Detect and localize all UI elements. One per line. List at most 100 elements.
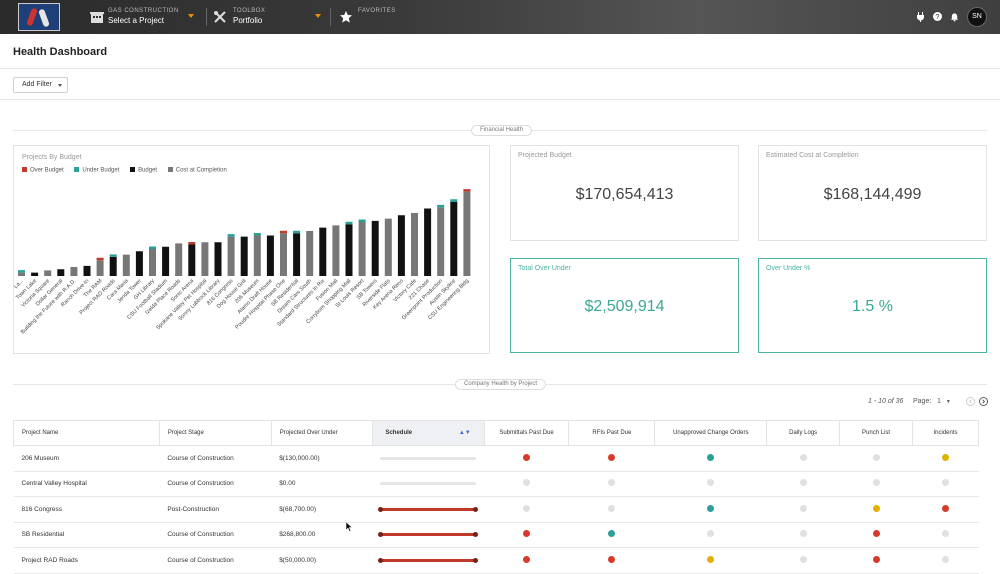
bar-16[interactable] [227,236,235,276]
help-icon[interactable]: ? [933,12,942,21]
bar-8[interactable] [122,254,130,276]
legend-under-budget[interactable]: Under Budget [74,167,119,174]
bar-9[interactable] [135,251,143,276]
bar-15[interactable] [214,242,222,276]
favorites-menu[interactable]: FAVORITES [336,0,406,34]
daily-logs-status-dot[interactable] [799,479,807,487]
bar-26[interactable] [358,222,366,276]
bar-27[interactable] [371,220,379,276]
bar-22[interactable] [306,231,314,276]
table-row[interactable]: SB Residential Course of Construction $268… [13,522,979,548]
bar-2[interactable] [44,270,52,276]
cell-project-name[interactable]: 816 Congress [13,496,160,523]
daily-logs-status-dot[interactable] [799,555,807,563]
bar-0[interactable] [18,272,25,276]
plug-icon[interactable] [916,12,925,22]
rfis-status-dot[interactable] [608,504,616,512]
rfis-status-dot[interactable] [608,453,616,461]
bar-3[interactable] [57,269,65,276]
bar-25[interactable] [345,224,353,276]
submittals-status-dot[interactable] [523,453,531,461]
submittals-status-dot[interactable] [523,530,531,538]
column-header-project-stage[interactable]: Project Stage [158,420,272,446]
toolbox-selector[interactable]: TOOLBOX Portfolio [210,0,326,34]
rfis-status-dot[interactable] [608,530,616,538]
cell-project-name[interactable]: SB Residential [13,522,160,548]
bar-31[interactable] [424,208,432,277]
punch-list-status-dot[interactable] [872,530,880,538]
daily-logs-status-dot[interactable] [799,530,807,538]
table-row[interactable]: 206 Museum Course of Construction $(130,00… [13,445,979,472]
company-logo[interactable] [18,3,60,31]
bar-12[interactable] [175,243,183,276]
column-header-incidents[interactable]: Incidents [912,420,979,446]
bar-10[interactable] [149,249,156,276]
bar-19[interactable] [266,235,274,277]
bar-30[interactable] [411,213,418,276]
column-header-punch-list[interactable]: Punch List [839,420,913,446]
punch-list-status-dot[interactable] [872,453,880,461]
submittals-status-dot[interactable] [523,555,531,563]
legend-over-budget[interactable]: Over Budget [22,167,64,174]
column-header-rfis[interactable]: RFIs Past Due [568,420,656,446]
punch-list-status-dot[interactable] [872,504,880,512]
incidents-status-dot[interactable] [942,555,949,563]
cell-project-name[interactable]: Central Valley Hospital [13,471,160,497]
rfis-status-dot[interactable] [608,479,616,487]
cell-project-name[interactable]: 206 Museum [13,445,160,472]
change-orders-status-dot[interactable] [707,530,715,538]
bar-13[interactable] [188,244,196,277]
punch-list-status-dot[interactable] [872,555,880,563]
column-header-projected-over-under[interactable]: Projected Over Under [270,420,373,446]
bar-7[interactable] [109,256,117,276]
next-page-icon[interactable] [979,397,988,406]
incidents-status-dot[interactable] [942,530,949,538]
page-select[interactable]: 1 ▼ [937,398,951,405]
table-row[interactable]: Central Valley Hospital Course of Constru… [13,471,979,497]
column-header-change-orders[interactable]: Unapproved Change Orders [654,420,768,446]
incidents-status-dot[interactable] [942,479,949,487]
bar-21[interactable] [293,233,301,276]
change-orders-status-dot[interactable] [707,453,715,461]
bar-33[interactable] [450,201,458,276]
bar-1[interactable] [31,272,39,276]
column-header-project-name[interactable]: Project Name [13,420,160,446]
daily-logs-status-dot[interactable] [799,453,807,461]
sort-icon[interactable]: ▲▼ [458,430,471,436]
change-orders-status-dot[interactable] [707,479,715,487]
bar-24[interactable] [332,225,340,276]
daily-logs-status-dot[interactable] [799,504,807,512]
legend-budget[interactable]: Budget [130,167,157,174]
bar-28[interactable] [384,218,392,276]
column-header-daily-logs[interactable]: Daily Logs [766,420,841,446]
user-avatar[interactable]: SN [967,7,987,27]
change-orders-status-dot[interactable] [707,504,715,512]
bell-icon[interactable] [950,12,959,22]
incidents-status-dot[interactable] [942,453,949,461]
submittals-status-dot[interactable] [523,504,531,512]
bar-29[interactable] [397,215,405,276]
table-row[interactable]: 816 Congress Post-Construction $(68,700.00… [13,496,979,523]
add-filter-button[interactable]: Add Filter [13,77,68,93]
bar-17[interactable] [240,236,248,276]
bar-20[interactable] [280,233,287,276]
change-orders-status-dot[interactable] [707,555,715,563]
previous-page-icon[interactable] [966,397,975,406]
bar-18[interactable] [253,235,261,277]
bar-23[interactable] [319,227,327,276]
punch-list-status-dot[interactable] [872,479,880,487]
legend-cost-at-completion[interactable]: Cost at Completion [167,167,227,174]
cell-project-name[interactable]: Project RAD Roads [13,547,160,574]
bar-5[interactable] [83,265,91,276]
bar-34[interactable] [463,191,471,276]
bar-6[interactable] [96,260,104,276]
table-row[interactable]: Project RAD Roads Course of Construction $… [13,547,979,574]
bar-32[interactable] [437,207,445,276]
bar-14[interactable] [201,242,209,276]
column-header-submittals[interactable]: Submittals Past Due [483,420,570,446]
incidents-status-dot[interactable] [942,504,949,512]
bar-11[interactable] [162,246,170,276]
bar-4[interactable] [70,267,78,276]
rfis-status-dot[interactable] [608,555,616,563]
column-header-schedule[interactable]: Schedule ▲▼ [371,420,485,446]
